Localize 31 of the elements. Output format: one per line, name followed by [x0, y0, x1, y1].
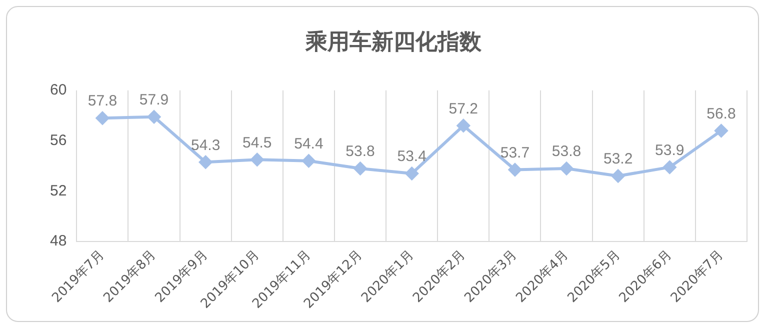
y-tick-label: 48 — [50, 232, 67, 250]
y-tick-label: 60 — [50, 82, 67, 99]
data-label: 53.7 — [500, 144, 530, 162]
data-label: 56.8 — [706, 105, 736, 122]
data-label: 54.3 — [190, 136, 220, 154]
data-label: 53.9 — [655, 142, 684, 159]
data-label: 57.2 — [448, 100, 478, 118]
point — [560, 162, 574, 175]
point — [250, 153, 264, 166]
point — [612, 170, 625, 183]
data-label: 53.2 — [603, 150, 633, 168]
data-label: 53.8 — [346, 143, 375, 160]
data-label: 54.4 — [294, 136, 324, 153]
point — [148, 110, 161, 124]
point — [663, 160, 676, 174]
point — [199, 156, 212, 169]
y-tick-label: 56 — [50, 132, 67, 149]
point — [96, 112, 109, 125]
point — [714, 124, 728, 138]
point — [354, 162, 367, 175]
point — [508, 163, 522, 176]
data-label: 53.4 — [397, 148, 426, 166]
chart-title: 乘用车新四化指数 — [304, 28, 482, 55]
data-label: 57.8 — [88, 92, 118, 110]
y-tick-label: 52 — [50, 182, 67, 200]
point — [456, 119, 470, 132]
data-label: 54.5 — [242, 134, 272, 152]
data-label: 57.9 — [139, 91, 169, 108]
point — [302, 154, 316, 168]
point — [405, 167, 418, 180]
data-label: 53.8 — [552, 143, 582, 160]
